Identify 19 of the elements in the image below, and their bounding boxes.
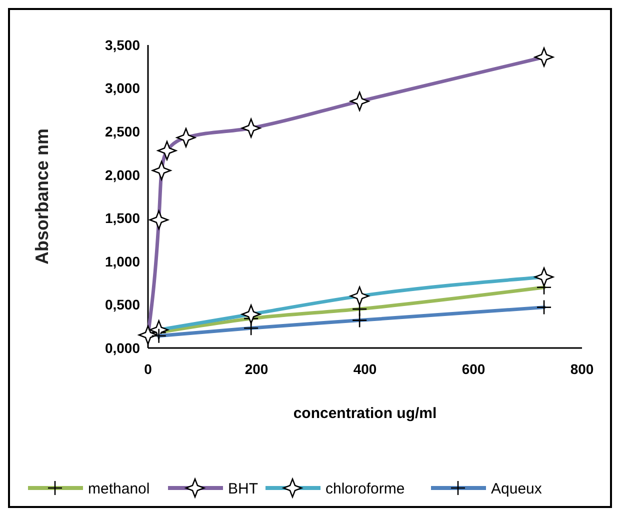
legend-label: Aqueux — [491, 480, 542, 498]
legend-label: BHT — [228, 480, 258, 498]
y-tick-label: 3,500 — [104, 36, 140, 53]
y-tick-label: 1,500 — [104, 210, 140, 226]
x-tick-label: 600 — [462, 361, 486, 377]
x-tick-label: 0 — [144, 361, 152, 377]
x-tick-label: 200 — [244, 361, 268, 377]
y-tick-label: 2,000 — [104, 166, 140, 183]
x-axis-title: concentration ug/ml — [293, 405, 437, 422]
y-tick-label: 1,000 — [104, 253, 140, 270]
x-tick-label: 800 — [570, 361, 594, 377]
y-tick-label: 0,000 — [104, 340, 140, 356]
y-tick-label: 2,500 — [104, 123, 140, 140]
x-tick-label: 400 — [353, 361, 377, 377]
y-axis-title: Absorbance nm — [32, 128, 52, 265]
y-tick-label: 3,000 — [104, 80, 140, 96]
legend-label: methanol — [88, 480, 150, 498]
y-tick-label: 0,500 — [104, 296, 140, 313]
legend-label: chloroforme — [326, 480, 405, 498]
